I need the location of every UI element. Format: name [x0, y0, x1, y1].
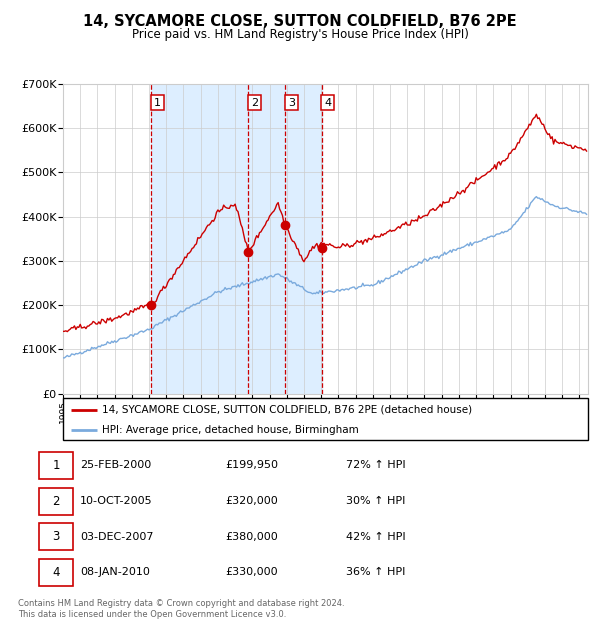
Text: 36% ↑ HPI: 36% ↑ HPI — [346, 567, 406, 577]
FancyBboxPatch shape — [39, 559, 73, 586]
FancyBboxPatch shape — [63, 398, 588, 440]
Text: £199,950: £199,950 — [226, 461, 278, 471]
Text: £380,000: £380,000 — [226, 532, 278, 542]
Text: £330,000: £330,000 — [226, 567, 278, 577]
FancyBboxPatch shape — [39, 523, 73, 551]
Text: 14, SYCAMORE CLOSE, SUTTON COLDFIELD, B76 2PE: 14, SYCAMORE CLOSE, SUTTON COLDFIELD, B7… — [83, 14, 517, 29]
Text: 42% ↑ HPI: 42% ↑ HPI — [346, 532, 406, 542]
Text: £320,000: £320,000 — [226, 496, 278, 506]
Text: 2: 2 — [52, 495, 60, 508]
Text: 3: 3 — [288, 97, 295, 108]
Bar — [151, 84, 322, 394]
Text: 1: 1 — [52, 459, 60, 472]
Text: 14, SYCAMORE CLOSE, SUTTON COLDFIELD, B76 2PE (detached house): 14, SYCAMORE CLOSE, SUTTON COLDFIELD, B7… — [103, 405, 473, 415]
Text: 10-OCT-2005: 10-OCT-2005 — [80, 496, 153, 506]
Text: HPI: Average price, detached house, Birmingham: HPI: Average price, detached house, Birm… — [103, 425, 359, 435]
FancyBboxPatch shape — [39, 487, 73, 515]
Text: 4: 4 — [324, 97, 331, 108]
Text: 30% ↑ HPI: 30% ↑ HPI — [346, 496, 406, 506]
Text: 2: 2 — [251, 97, 258, 108]
Text: 25-FEB-2000: 25-FEB-2000 — [80, 461, 151, 471]
Text: Contains HM Land Registry data © Crown copyright and database right 2024.
This d: Contains HM Land Registry data © Crown c… — [18, 600, 344, 619]
Text: 4: 4 — [52, 566, 60, 579]
Text: Price paid vs. HM Land Registry's House Price Index (HPI): Price paid vs. HM Land Registry's House … — [131, 28, 469, 41]
Text: 72% ↑ HPI: 72% ↑ HPI — [346, 461, 406, 471]
Text: 3: 3 — [52, 530, 60, 543]
Text: 03-DEC-2007: 03-DEC-2007 — [80, 532, 154, 542]
FancyBboxPatch shape — [39, 452, 73, 479]
Text: 08-JAN-2010: 08-JAN-2010 — [80, 567, 150, 577]
Text: 1: 1 — [154, 97, 161, 108]
